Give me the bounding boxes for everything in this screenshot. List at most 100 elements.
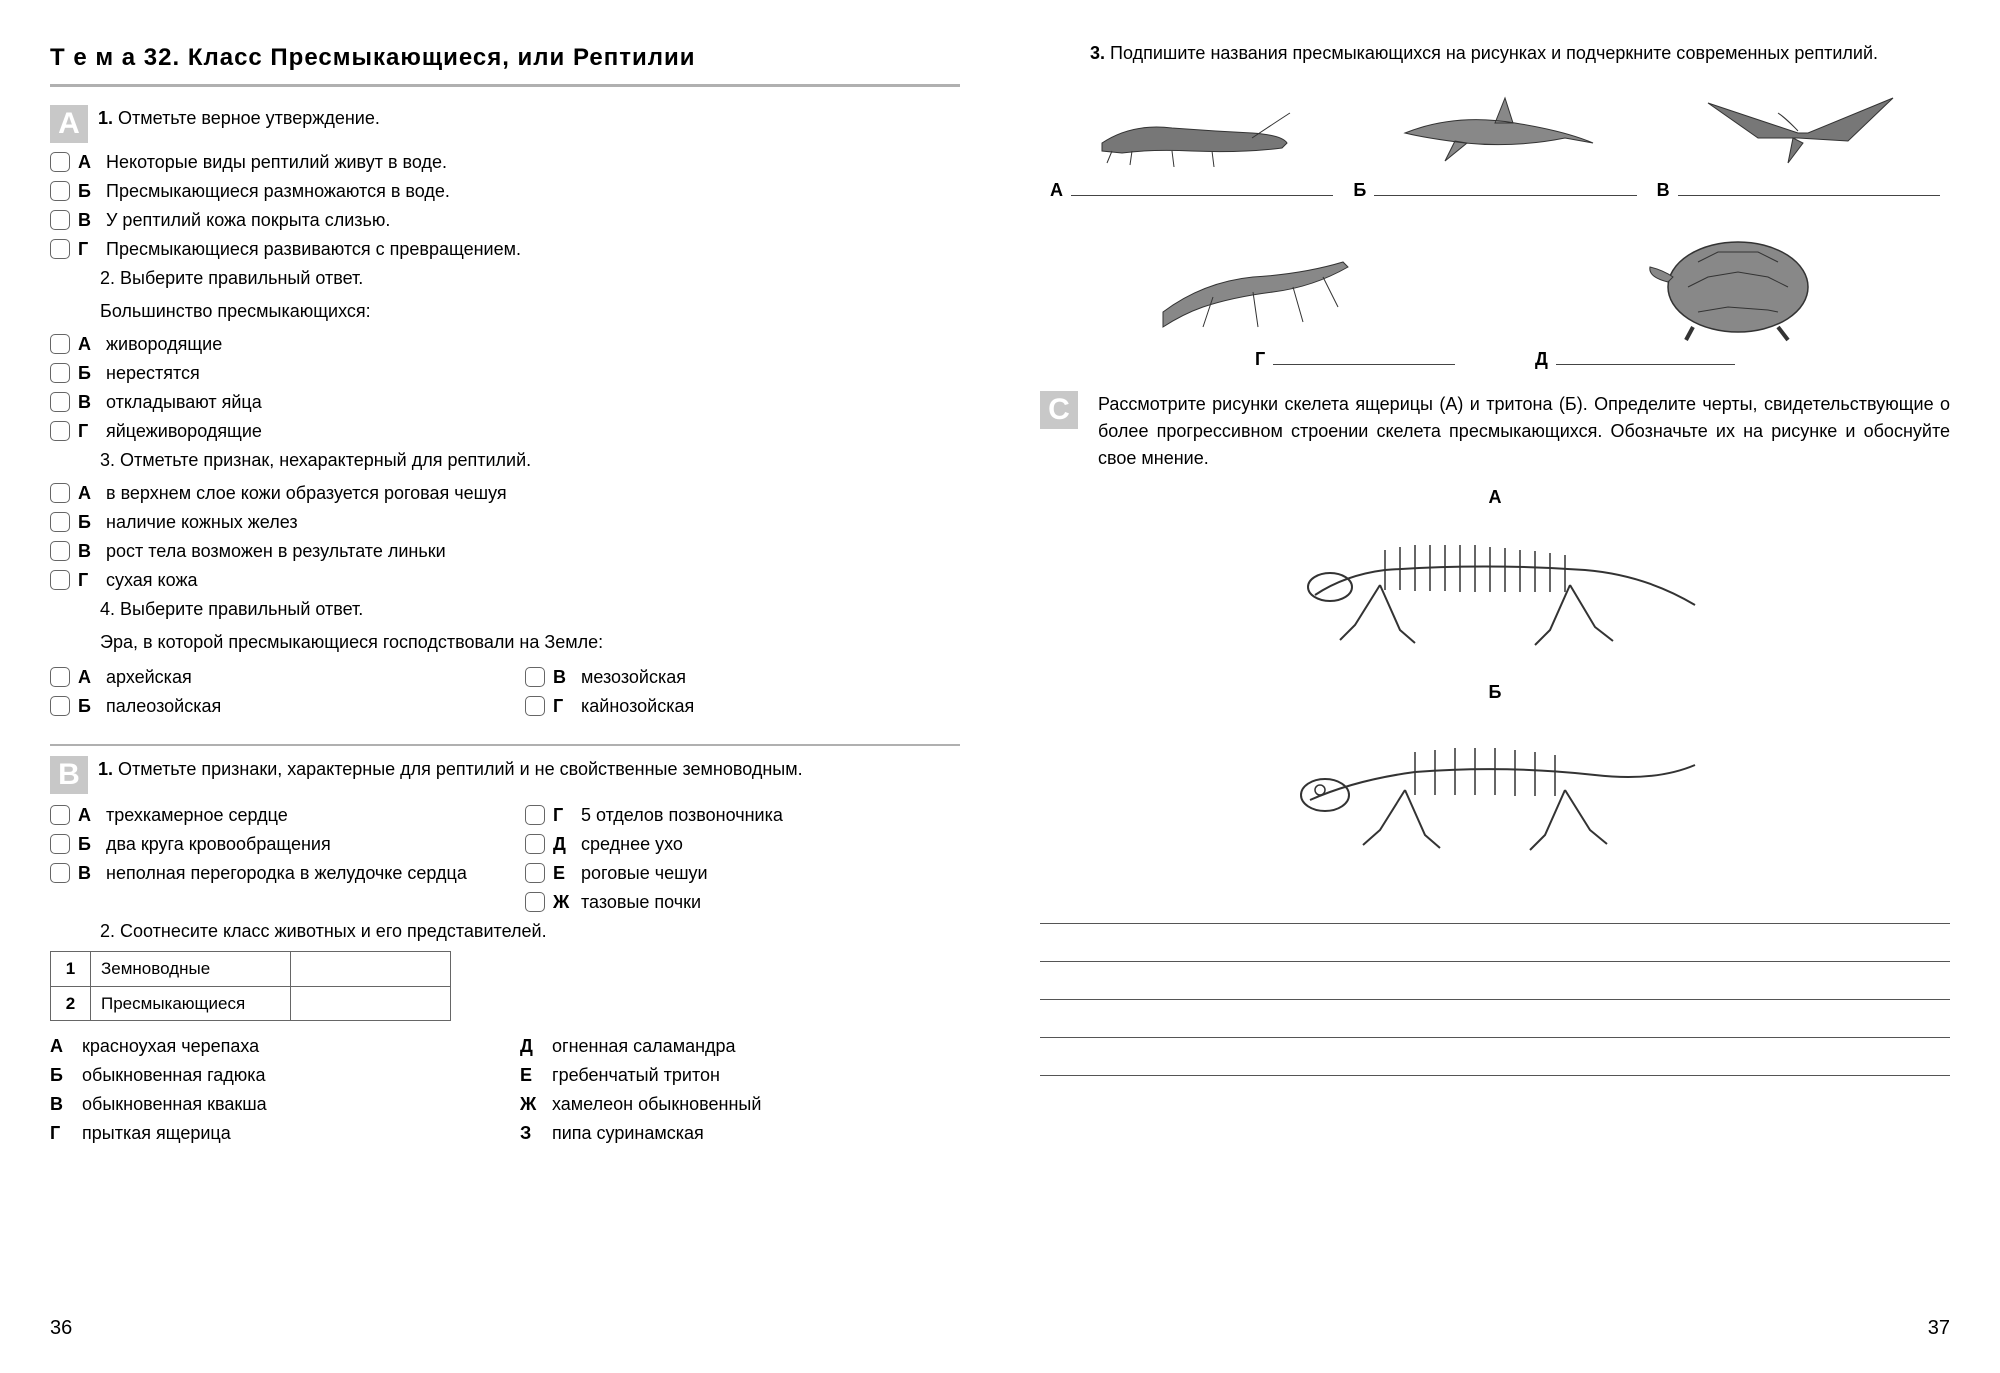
list-item: Акрасноухая черепаха	[50, 1033, 490, 1060]
answer-line[interactable]	[1040, 930, 1950, 962]
q-a1-text: 1. Отметьте верное утверждение.	[98, 105, 960, 132]
crocodile-icon	[1040, 83, 1343, 173]
title-main: Класс Пресмыкающиеся, или Рептилии	[188, 44, 696, 71]
option-row: Жтазовые почки	[525, 889, 960, 916]
option-row: Гяйцеживородящие	[50, 418, 960, 445]
checkbox[interactable]	[50, 696, 70, 716]
q-a4-sub: Эра, в которой пресмыкающиеся господство…	[100, 629, 960, 656]
answer-line[interactable]	[1273, 347, 1455, 365]
q-r3-text: 3. Подпишите названия пресмыкающихся на …	[1090, 40, 1950, 67]
option-row: ГПресмыкающиеся развиваются с превращени…	[50, 236, 960, 263]
option-row: Ероговые чешуи	[525, 860, 960, 887]
section-letter-c: С	[1040, 391, 1078, 429]
answer-cell[interactable]	[291, 986, 451, 1021]
q-b1-text: 1. Отметьте признаки, характерные для ре…	[98, 756, 960, 783]
answer-line[interactable]	[1040, 1044, 1950, 1076]
checkbox[interactable]	[50, 392, 70, 412]
option-row: Атрехкамерное сердце	[50, 802, 485, 829]
checkbox[interactable]	[525, 892, 545, 912]
checkbox[interactable]	[50, 483, 70, 503]
q-a3-options: Ав верхнем слое кожи образуется роговая …	[50, 480, 960, 594]
q-a2-sub: Большинство пресмыкающихся:	[100, 298, 960, 325]
answer-line[interactable]	[1071, 178, 1333, 196]
checkbox[interactable]	[525, 834, 545, 854]
pterosaur-icon	[1647, 83, 1950, 173]
image-label: Д	[1525, 346, 1745, 373]
option-row: Воткладывают яйца	[50, 389, 960, 416]
q-b1-options: Атрехкамерное сердце Бдва круга кровообр…	[50, 800, 960, 918]
answer-cell[interactable]	[291, 952, 451, 987]
match-table: 1 Земноводные 2 Пресмыкающиеся	[50, 951, 451, 1021]
checkbox[interactable]	[50, 181, 70, 201]
list-item: Жхамелеон обыкновенный	[520, 1091, 960, 1118]
q-b2-text: 2. Соотнесите класс животных и его предс…	[100, 918, 960, 945]
answer-line[interactable]	[1374, 178, 1636, 196]
section-b: В 1. Отметьте признаки, характерные для …	[50, 756, 960, 1149]
answer-line[interactable]	[1678, 178, 1940, 196]
option-row: Аархейская	[50, 664, 485, 691]
option-row: Бпалеозойская	[50, 693, 485, 720]
q-a4-options: Аархейская Бпалеозойская Вмезозойская Гк…	[50, 662, 960, 722]
q-a2-options: Аживородящие Бнерестятся Воткладывают яй…	[50, 331, 960, 445]
option-row: Гкайнозойская	[525, 693, 960, 720]
section-c-text: Рассмотрите рисунки скелета ящерицы (А) …	[1098, 391, 1950, 472]
option-row: Ав верхнем слое кожи образуется роговая …	[50, 480, 960, 507]
option-row: Гсухая кожа	[50, 567, 960, 594]
option-row: Аживородящие	[50, 331, 960, 358]
answer-lines	[1040, 892, 1950, 1082]
page-right: 3. Подпишите названия пресмыкающихся на …	[1040, 40, 1950, 1333]
checkbox[interactable]	[50, 541, 70, 561]
checkbox[interactable]	[50, 805, 70, 825]
section-rule	[50, 744, 960, 746]
image-label: Г	[1245, 346, 1465, 373]
newt-skeleton-icon	[1285, 710, 1705, 860]
match-list: Акрасноухая черепаха Бобыкновенная гадюк…	[50, 1031, 960, 1149]
lizard-skeleton-icon	[1285, 515, 1705, 655]
list-item: Гпрыткая ящерица	[50, 1120, 490, 1147]
q-a2-text: 2. Выберите правильный ответ.	[100, 265, 960, 292]
option-row: ВУ рептилий кожа покрыта слизью.	[50, 207, 960, 234]
checkbox[interactable]	[525, 696, 545, 716]
option-row: Бдва круга кровообращения	[50, 831, 485, 858]
image-label: В	[1647, 177, 1950, 204]
checkbox[interactable]	[525, 667, 545, 687]
checkbox[interactable]	[525, 805, 545, 825]
option-row: АНекоторые виды рептилий живут в воде.	[50, 149, 960, 176]
answer-line[interactable]	[1556, 347, 1735, 365]
section-letter-b: В	[50, 756, 88, 794]
checkbox[interactable]	[50, 334, 70, 354]
option-row: Внеполная перегородка в желудочке сердца	[50, 860, 485, 887]
checkbox[interactable]	[50, 239, 70, 259]
option-row: Врост тела возможен в результате линьки	[50, 538, 960, 565]
checkbox[interactable]	[50, 667, 70, 687]
section-c: С Рассмотрите рисунки скелета ящерицы (А…	[1040, 391, 1950, 472]
answer-line[interactable]	[1040, 968, 1950, 1000]
option-row: Бналичие кожных желез	[50, 509, 960, 536]
checkbox[interactable]	[525, 863, 545, 883]
page-number-right: 37	[1928, 1313, 1950, 1343]
list-item: Бобыкновенная гадюка	[50, 1062, 490, 1089]
checkbox[interactable]	[50, 152, 70, 172]
checkbox[interactable]	[50, 570, 70, 590]
q-a3-text: 3. Отметьте признак, нехарактерный для р…	[100, 447, 960, 474]
section-a: А 1. Отметьте верное утверждение. АНекот…	[50, 105, 960, 722]
checkbox[interactable]	[50, 421, 70, 441]
list-item: Вобыкновенная квакша	[50, 1091, 490, 1118]
table-row: 2 Пресмыкающиеся	[51, 986, 451, 1021]
checkbox[interactable]	[50, 210, 70, 230]
image-label: А	[1040, 177, 1343, 204]
image-labels-row1: А Б В	[1040, 177, 1950, 204]
option-row: Вмезозойская	[525, 664, 960, 691]
checkbox[interactable]	[50, 363, 70, 383]
image-label: Б	[1343, 177, 1646, 204]
page-left: Т е м а 32. Класс Пресмыкающиеся, или Ре…	[50, 40, 960, 1333]
answer-line[interactable]	[1040, 892, 1950, 924]
lizard-icon	[1040, 232, 1465, 342]
option-row: Дсреднее ухо	[525, 831, 960, 858]
checkbox[interactable]	[50, 863, 70, 883]
checkbox[interactable]	[50, 512, 70, 532]
answer-line[interactable]	[1040, 1006, 1950, 1038]
ichthyosaur-icon	[1343, 83, 1646, 173]
checkbox[interactable]	[50, 834, 70, 854]
table-row: 1 Земноводные	[51, 952, 451, 987]
